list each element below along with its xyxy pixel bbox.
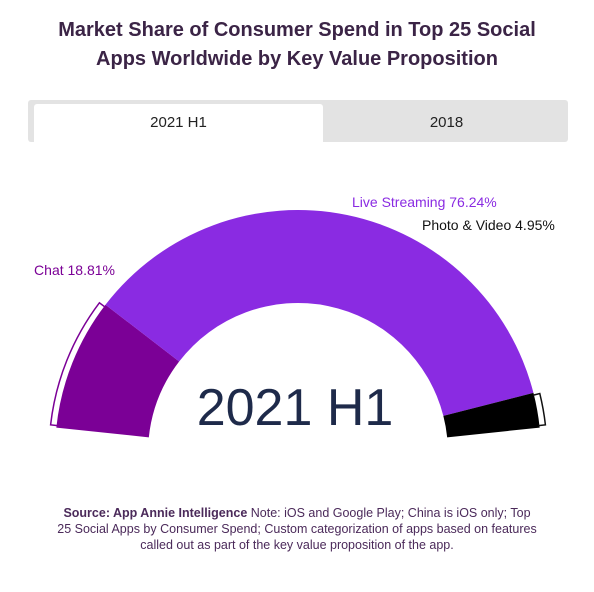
slice-live-streaming	[105, 209, 534, 416]
source-note: Source: App Annie Intelligence Note: iOS…	[55, 505, 539, 553]
data-label-photo-video: Photo & Video 4.95%	[422, 217, 555, 233]
semi-donut-chart: Chat 18.81% Live Streaming 76.24% Photo & …	[34, 194, 555, 438]
bracket-chat	[49, 301, 106, 427]
slice-photo-video	[443, 392, 540, 438]
center-label: 2021 H1	[197, 379, 394, 437]
tab-2018[interactable]: 2018	[429, 114, 464, 131]
chart-title-line-1: Market Share of Consumer Spend in Top 25…	[58, 19, 536, 41]
bracket-photo-video	[532, 392, 547, 427]
data-label-chat: Chat 18.81%	[34, 262, 115, 278]
source-text: Note: iOS and Google Play; China is iOS …	[57, 506, 537, 552]
chart-title-line-2: Apps Worldwide by Key Value Proposition	[96, 48, 498, 70]
slice-chat	[56, 304, 180, 438]
source-label: Source: App Annie Intelligence	[63, 506, 248, 520]
period-tabs: 2021 H1 2018	[28, 100, 568, 142]
tab-2021-h1[interactable]: 2021 H1	[34, 104, 323, 142]
chart-title: Market Share of Consumer Spend in Top 25…	[0, 16, 594, 74]
data-label-live-streaming: Live Streaming 76.24%	[352, 194, 497, 210]
